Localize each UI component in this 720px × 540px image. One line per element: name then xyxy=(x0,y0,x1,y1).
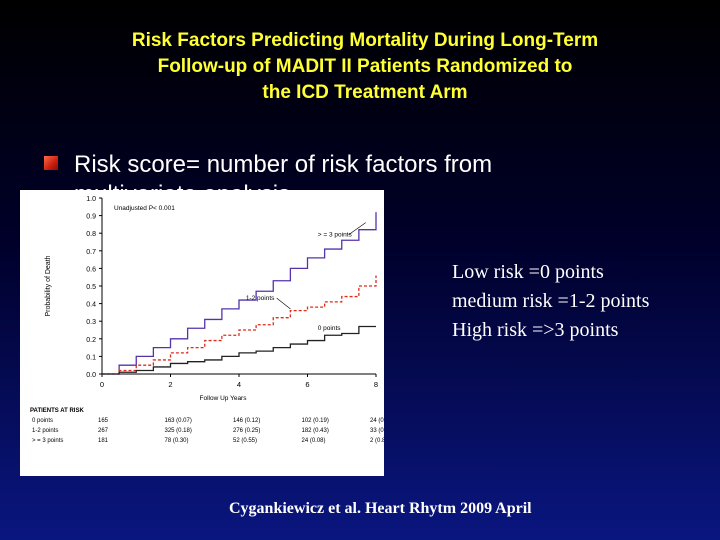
y-tick-label: 0.2 xyxy=(86,337,96,344)
risk-table-cell: 2 (0.89) xyxy=(370,438,384,444)
slide-title: Risk Factors Predicting Mortality During… xyxy=(40,28,690,106)
y-axis-label: Probability of Death xyxy=(45,255,52,316)
y-tick-label: 0.3 xyxy=(86,319,96,326)
bullet-marker-icon xyxy=(44,156,58,170)
x-axis-label: Follow Up Years xyxy=(200,395,248,402)
y-tick-label: 0.5 xyxy=(86,284,96,291)
series-label-leader-1 xyxy=(276,297,291,310)
y-tick-label: 0.8 xyxy=(86,231,96,238)
title-line-1: Risk Factors Predicting Mortality During… xyxy=(131,30,599,51)
p-value-annotation: Unadjusted P< 0.001 xyxy=(114,205,175,212)
risk-table-header: PATIENTS AT RISK xyxy=(30,408,84,414)
citation: Cygankiewicz et al. Heart Rhytm 2009 Apr… xyxy=(229,500,532,517)
risk-table-cell: 181 xyxy=(98,438,109,444)
legend-low: Low risk =0 points xyxy=(452,261,604,283)
risk-table-cell: 24 (0.08) xyxy=(302,438,326,444)
x-tick-label: 6 xyxy=(305,380,309,389)
risk-table-cell: 33 (0.56) xyxy=(370,428,384,434)
bullet-text-line-1: Risk score= number of risk factors from xyxy=(74,151,493,178)
risk-table-row-label: 1-2 points xyxy=(32,428,58,434)
risk-table-cell: 78 (0.30) xyxy=(165,438,189,444)
legend-high: High risk =>3 points xyxy=(452,319,619,341)
y-tick-label: 0.4 xyxy=(86,302,96,309)
y-tick-label: 0.7 xyxy=(86,249,96,256)
risk-table-cell: 163 (0.07) xyxy=(165,418,192,424)
series-label-2: 0 points xyxy=(318,325,342,332)
title-line-3: the ICD Treatment Arm xyxy=(262,82,468,103)
risk-table-cell: 102 (0.19) xyxy=(302,418,329,424)
series-line-1 xyxy=(102,275,377,375)
risk-table-cell: 165 xyxy=(98,418,109,424)
series-line-0 xyxy=(102,212,377,375)
legend-medium: medium risk =1-2 points xyxy=(452,290,650,312)
risk-table-cell: 276 (0.25) xyxy=(233,428,260,434)
y-tick-label: 0.6 xyxy=(86,266,96,273)
y-tick-label: 0.9 xyxy=(86,214,96,221)
bullet-row: Risk score= number of risk factors from … xyxy=(44,150,684,208)
risk-table-cell: 52 (0.55) xyxy=(233,438,257,444)
kaplan-meier-figure: 0.0 0.1 0.2 0.3 0.4 0.5 0.6 0.7 0.8 0.9 1.0 0 2 4 6 8 Fo… xyxy=(20,190,384,476)
x-tick-label: 0 xyxy=(100,380,104,389)
series-label-0: > = 3 points xyxy=(318,232,353,239)
risk-table-cell: 24 (0.26) xyxy=(370,418,384,424)
x-tick-label: 2 xyxy=(168,380,172,389)
title-line-2: Follow-up of MADIT II Patients Randomize… xyxy=(157,56,573,77)
risk-table-cell: 146 (0.12) xyxy=(233,418,260,424)
mortality-chart: 0.0 0.1 0.2 0.3 0.4 0.5 0.6 0.7 0.8 0.9 1.0 0 2 4 6 8 Fo… xyxy=(30,196,384,444)
x-tick-label: 8 xyxy=(374,380,378,389)
series-line-2 xyxy=(102,325,376,375)
risk-table-cell: 267 xyxy=(98,428,109,434)
x-tick-label: 4 xyxy=(237,380,241,389)
y-tick-label: 0.0 xyxy=(86,372,96,379)
risk-table-cell: 182 (0.43) xyxy=(302,428,329,434)
risk-table-row-label: > = 3 points xyxy=(32,438,63,444)
series-label-leader-0 xyxy=(348,222,366,235)
risk-legend: Low risk =0 points medium risk =1-2 poin… xyxy=(452,258,649,345)
risk-table-cell: 325 (0.18) xyxy=(165,428,192,434)
series-label-1: 1-2 points xyxy=(246,295,275,302)
risk-table-row-label: 0 points xyxy=(32,418,53,424)
y-tick-label: 0.1 xyxy=(86,354,96,361)
y-tick-label: 1.0 xyxy=(86,196,96,203)
